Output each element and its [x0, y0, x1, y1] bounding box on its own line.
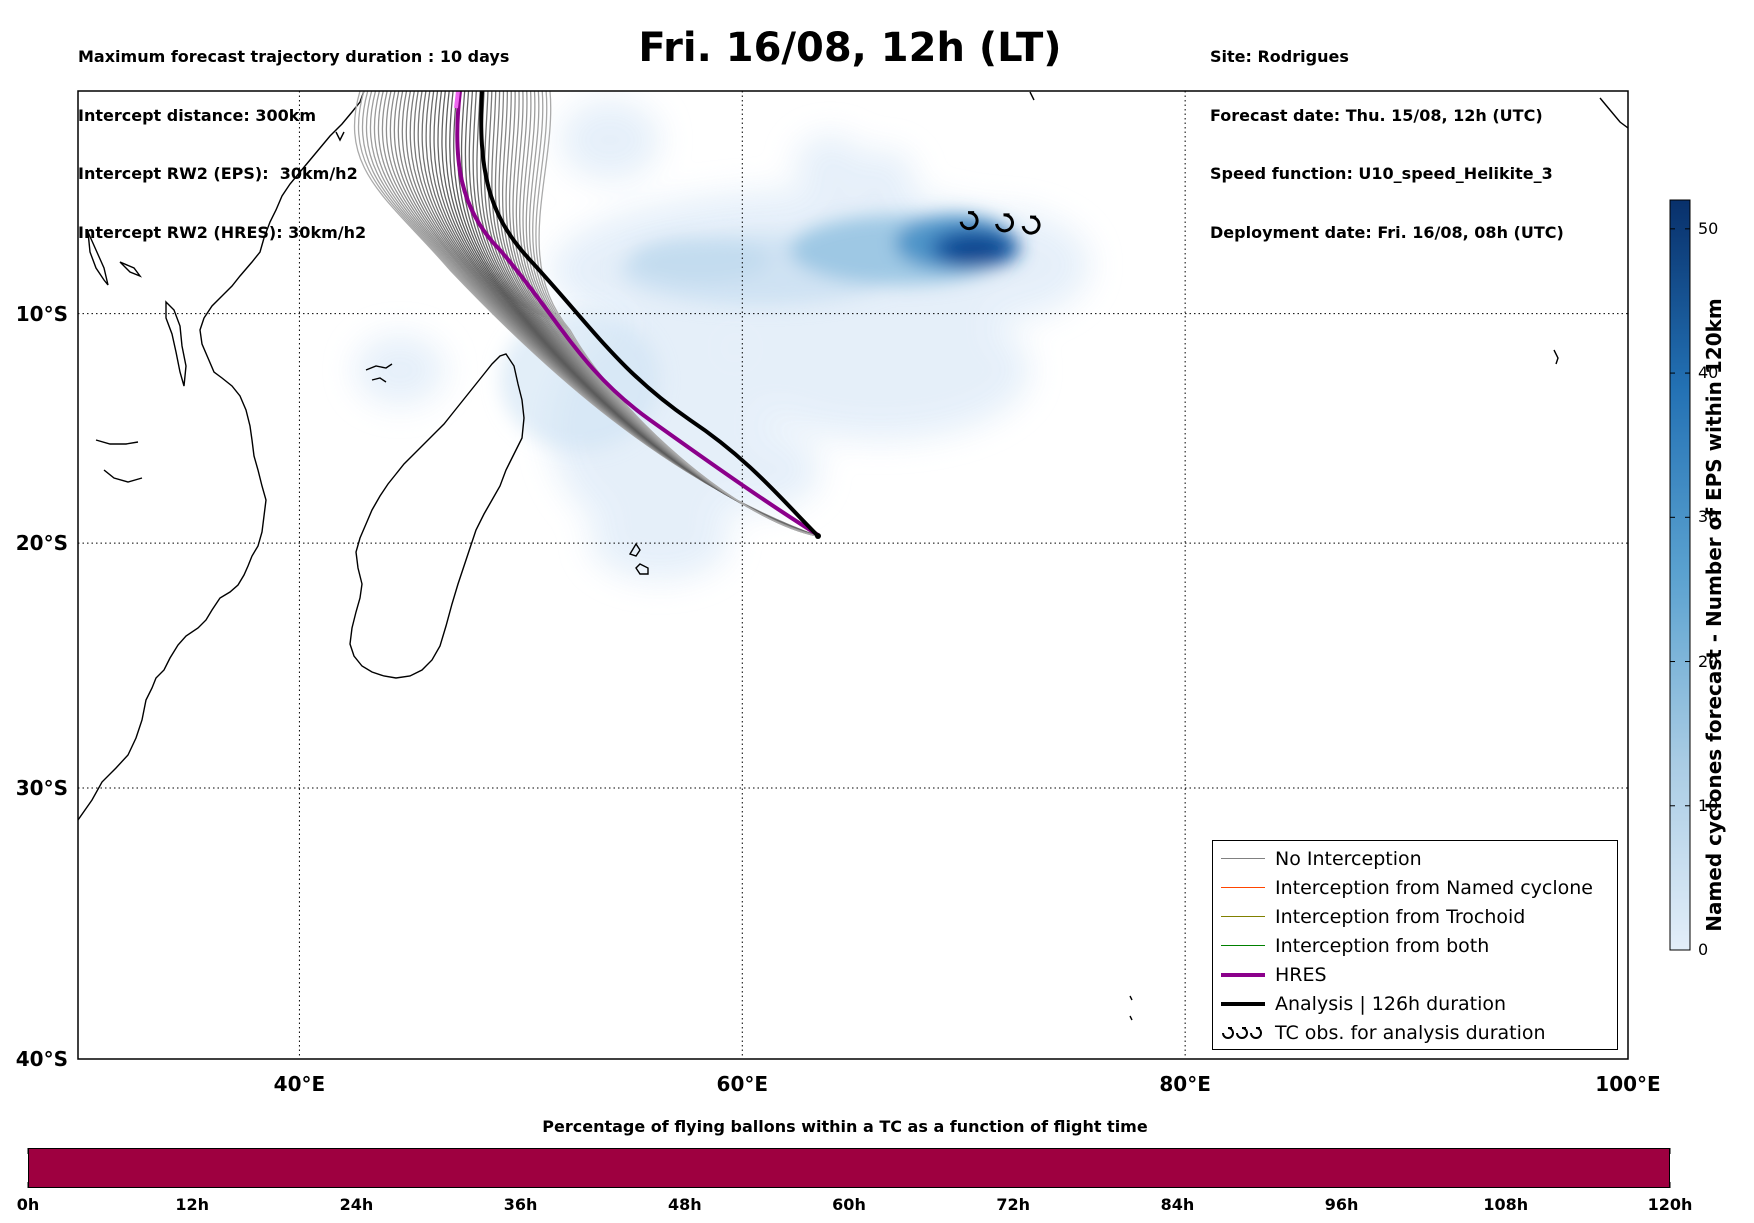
- lon-label: 100°E: [1595, 1072, 1661, 1096]
- colorbar-tick-label: 40: [1698, 363, 1719, 383]
- trajectory-ensemble: [353, 91, 818, 537]
- flight-time-label: 108h: [1483, 1195, 1529, 1214]
- flight-time-label: 120h: [1647, 1195, 1693, 1214]
- tc-observation-symbol: [995, 213, 1014, 233]
- header-left-line: Maximum forecast trajectory duration : 1…: [78, 47, 510, 66]
- legend-item-no-interception: No Interception: [1213, 847, 1617, 871]
- flight-time-label: 12h: [175, 1195, 210, 1214]
- legend-swatch: [1221, 858, 1265, 859]
- lat-label: 40°S: [15, 1047, 68, 1071]
- legend-item-both: Interception from both: [1213, 934, 1617, 958]
- legend-label: Analysis | 126h duration: [1275, 993, 1507, 1015]
- flight-time-label: 36h: [503, 1195, 538, 1214]
- legend-swatch: [1221, 973, 1265, 977]
- header-left-line: Intercept distance: 300km: [78, 105, 317, 125]
- header-left-line: Intercept RW2 (EPS): 30km/h2: [78, 164, 358, 183]
- flight-time-label: 24h: [339, 1195, 374, 1214]
- lon-label: 80°E: [1159, 1072, 1211, 1096]
- colorbar-tick-label: 50: [1698, 218, 1719, 238]
- flight-time-bar: [28, 1148, 1670, 1188]
- lat-label: 20°S: [15, 531, 68, 556]
- hres-trajectory-top: [454, 91, 460, 109]
- header-left-info: Maximum forecast trajectory duration : 1…: [78, 8, 509, 262]
- lon-label: 60°E: [716, 1072, 769, 1096]
- legend-label: No Interception: [1275, 848, 1422, 870]
- header-right-line: Site: Rodrigues: [1210, 47, 1349, 66]
- legend-item-trochoid: Interception from Trochoid: [1213, 905, 1617, 929]
- flight-time-label: 72h: [996, 1195, 1031, 1214]
- legend-swatch: [1221, 1002, 1265, 1006]
- legend-item-named-cyclone: Interception from Named cyclone: [1213, 876, 1617, 900]
- map-plot-area: [78, 91, 1628, 1059]
- colorbar-title: Named cyclones forecast - Number of EPS …: [1702, 298, 1726, 932]
- coastlines: [78, 91, 1628, 1021]
- gridlines: [78, 91, 1628, 1059]
- header-right-line: Forecast date: Thu. 15/08, 12h (UTC): [1210, 105, 1543, 125]
- legend: No Interception Interception from Named …: [1212, 840, 1618, 1050]
- header-right-line: Speed function: U10_speed_Helikite_3: [1210, 164, 1553, 183]
- lat-label: 10°S: [15, 301, 68, 326]
- map-frame: [77, 90, 1629, 1060]
- legend-swatch: [1221, 916, 1265, 917]
- flight-time-label: 48h: [667, 1195, 702, 1214]
- legend-label: Interception from Named cyclone: [1275, 877, 1593, 899]
- colorbar-tick-label: 20: [1698, 651, 1719, 671]
- header-right-line: Deployment date: Fri. 16/08, 08h (UTC): [1210, 222, 1564, 242]
- legend-item-hres: HRES: [1213, 963, 1617, 987]
- tc-observation-symbol: [959, 211, 979, 231]
- legend-item-analysis: Analysis | 126h duration: [1213, 992, 1617, 1016]
- legend-item-tc-obs: TC obs. for analysis duration: [1213, 1021, 1617, 1045]
- legend-swatch: [1221, 887, 1265, 888]
- legend-label: TC obs. for analysis duration: [1275, 1022, 1546, 1044]
- header-left-line: Intercept RW2 (HRES): 30km/h2: [78, 222, 367, 242]
- colorbar-ticks: [1670, 228, 1690, 951]
- lat-label: 30°S: [15, 775, 68, 800]
- tc-symbol-icon: [1222, 1027, 1262, 1039]
- tc-observation-symbol: [1021, 215, 1041, 235]
- colorbar-tick-label: 0: [1698, 940, 1709, 959]
- flight-time-label: 96h: [1324, 1195, 1359, 1214]
- header-right-info: Site: Rodrigues Forecast date: Thu. 15/0…: [1210, 8, 1564, 262]
- legend-label: Interception from both: [1275, 935, 1490, 957]
- flight-time-title: Percentage of flying ballons within a TC…: [542, 1117, 1148, 1136]
- legend-swatch: [1221, 945, 1265, 946]
- legend-label: Interception from Trochoid: [1275, 906, 1526, 928]
- lon-label: 40°E: [273, 1072, 326, 1096]
- tc-observations: [959, 211, 1041, 235]
- colorbar-tick-label: 10: [1698, 795, 1719, 815]
- cyclone-density-field: [355, 100, 1090, 580]
- flight-time-label: 60h: [832, 1195, 866, 1214]
- colorbar-tick-label: 30: [1698, 507, 1719, 527]
- release-site-marker: [815, 533, 821, 539]
- page-title: Fri. 16/08, 12h (LT): [638, 25, 1062, 71]
- flight-time-label: 0h: [16, 1195, 40, 1214]
- flight-time-label: 84h: [1160, 1195, 1195, 1214]
- analysis-trajectory: [479, 91, 820, 538]
- hres-trajectory: [455, 91, 820, 537]
- legend-label: HRES: [1275, 964, 1327, 986]
- ensemble-trajectory: [538, 91, 818, 537]
- colorbar-gradient: [1669, 199, 1691, 951]
